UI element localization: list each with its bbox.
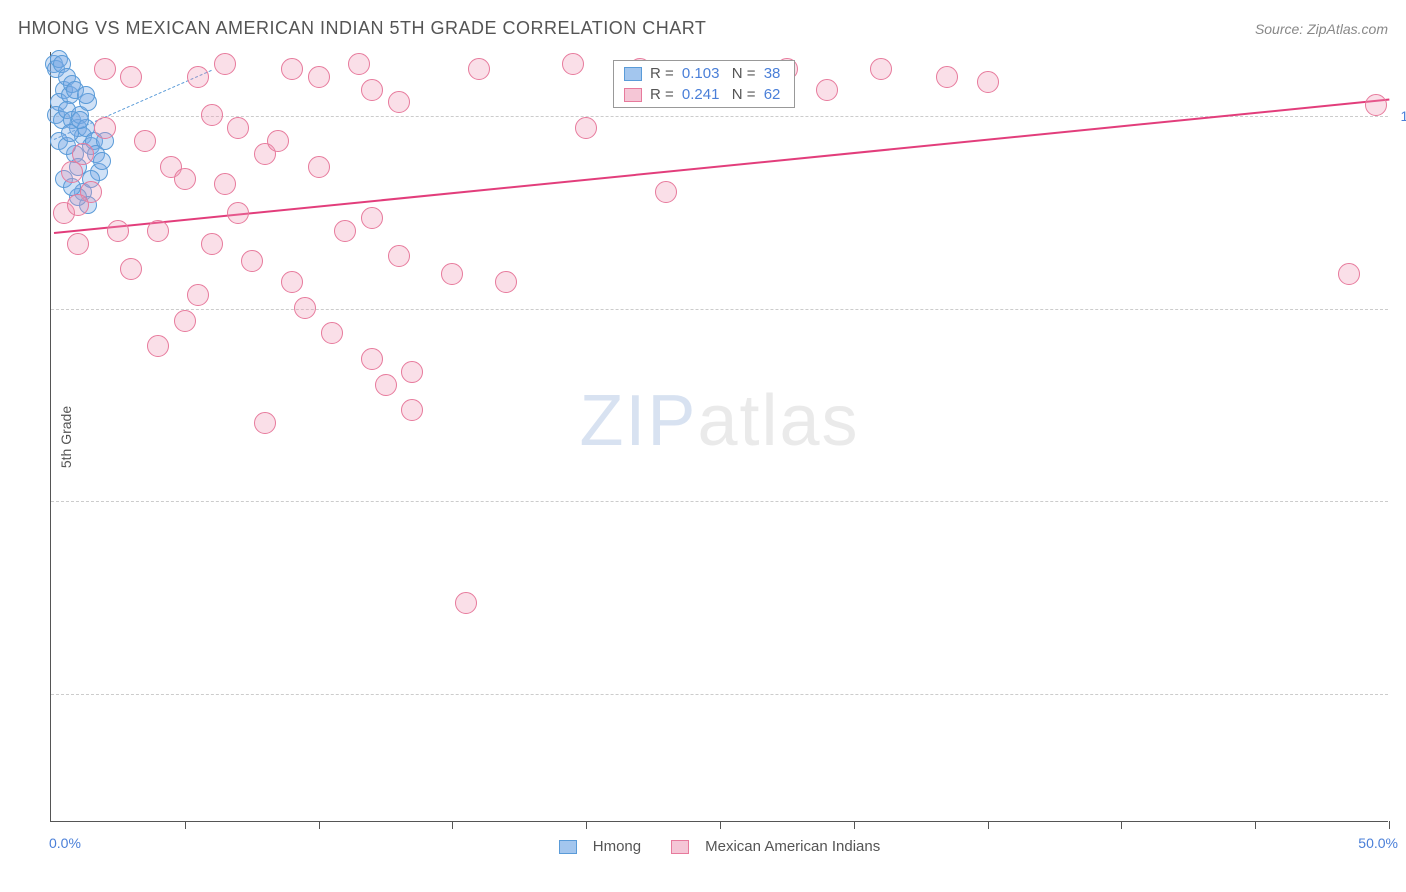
trendline: [54, 98, 1390, 233]
data-point: [201, 104, 223, 126]
data-point: [281, 271, 303, 293]
watermark-bold: ZIP: [579, 381, 697, 461]
legend-swatch: [624, 67, 642, 81]
x-tick: [854, 821, 855, 829]
data-point: [575, 117, 597, 139]
legend-series: Hmong Mexican American Indians: [51, 838, 1388, 855]
data-point: [294, 297, 316, 319]
data-point: [308, 156, 330, 178]
chart-title: HMONG VS MEXICAN AMERICAN INDIAN 5TH GRA…: [18, 18, 706, 39]
data-point: [455, 592, 477, 614]
data-point: [334, 220, 356, 242]
data-point: [61, 124, 79, 142]
data-point: [94, 58, 116, 80]
data-point: [401, 399, 423, 421]
data-point: [147, 335, 169, 357]
data-point: [468, 58, 490, 80]
data-point: [187, 284, 209, 306]
data-point: [72, 143, 94, 165]
legend-stats: R = 0.103 N = 38 R = 0.241 N = 62: [613, 60, 795, 108]
data-point: [147, 220, 169, 242]
gridline-h: [51, 501, 1388, 502]
legend-series-item: Mexican American Indians: [671, 838, 880, 855]
gridline-h: [51, 694, 1388, 695]
x-tick: [720, 821, 721, 829]
x-tick: [1389, 821, 1390, 829]
legend-series-label: Hmong: [593, 838, 641, 855]
gridline-h: [51, 116, 1388, 117]
x-tick: [988, 821, 989, 829]
data-point: [361, 207, 383, 229]
data-point: [361, 79, 383, 101]
data-point: [401, 361, 423, 383]
x-tick: [1121, 821, 1122, 829]
data-point: [375, 374, 397, 396]
data-point: [441, 263, 463, 285]
data-point: [388, 245, 410, 267]
data-point: [201, 233, 223, 255]
y-tick-label: 100.0%: [1401, 108, 1406, 124]
plot-area: ZIPatlas 100.0%92.5%85.0%77.5%0.0%50.0%R…: [50, 52, 1388, 822]
data-point: [187, 66, 209, 88]
data-point: [93, 152, 111, 170]
data-point: [308, 66, 330, 88]
x-tick: [319, 821, 320, 829]
data-point: [134, 130, 156, 152]
data-point: [227, 202, 249, 224]
legend-stats-row: R = 0.103 N = 38: [614, 63, 794, 84]
legend-stats-row: R = 0.241 N = 62: [614, 84, 794, 105]
legend-swatch: [559, 840, 577, 854]
data-point: [107, 220, 129, 242]
data-point: [214, 53, 236, 75]
data-point: [227, 117, 249, 139]
data-point: [348, 53, 370, 75]
x-tick: [185, 821, 186, 829]
data-point: [67, 233, 89, 255]
watermark-light: atlas: [697, 381, 859, 461]
chart-container: 5th Grade ZIPatlas 100.0%92.5%85.0%77.5%…: [50, 52, 1388, 822]
data-point: [174, 168, 196, 190]
data-point: [254, 412, 276, 434]
data-point: [816, 79, 838, 101]
legend-series-item: Hmong: [559, 838, 641, 855]
data-point: [936, 66, 958, 88]
data-point: [214, 173, 236, 195]
source-label: Source: ZipAtlas.com: [1255, 21, 1388, 37]
data-point: [174, 310, 196, 332]
data-point: [977, 71, 999, 93]
legend-stats-text: R = 0.103 N = 38: [650, 65, 784, 82]
data-point: [281, 58, 303, 80]
data-point: [388, 91, 410, 113]
legend-swatch: [671, 840, 689, 854]
data-point: [562, 53, 584, 75]
data-point: [120, 66, 142, 88]
data-point: [241, 250, 263, 272]
watermark: ZIPatlas: [579, 380, 859, 462]
x-tick: [586, 821, 587, 829]
data-point: [77, 86, 95, 104]
data-point: [1338, 263, 1360, 285]
data-point: [267, 130, 289, 152]
data-point: [495, 271, 517, 293]
data-point: [94, 117, 116, 139]
legend-swatch: [624, 88, 642, 102]
data-point: [655, 181, 677, 203]
x-tick: [1255, 821, 1256, 829]
gridline-h: [51, 309, 1388, 310]
x-tick: [452, 821, 453, 829]
legend-series-label: Mexican American Indians: [705, 838, 880, 855]
data-point: [321, 322, 343, 344]
data-point: [361, 348, 383, 370]
data-point: [870, 58, 892, 80]
data-point: [120, 258, 142, 280]
legend-stats-text: R = 0.241 N = 62: [650, 86, 784, 103]
data-point: [67, 194, 89, 216]
data-point: [1365, 94, 1387, 116]
